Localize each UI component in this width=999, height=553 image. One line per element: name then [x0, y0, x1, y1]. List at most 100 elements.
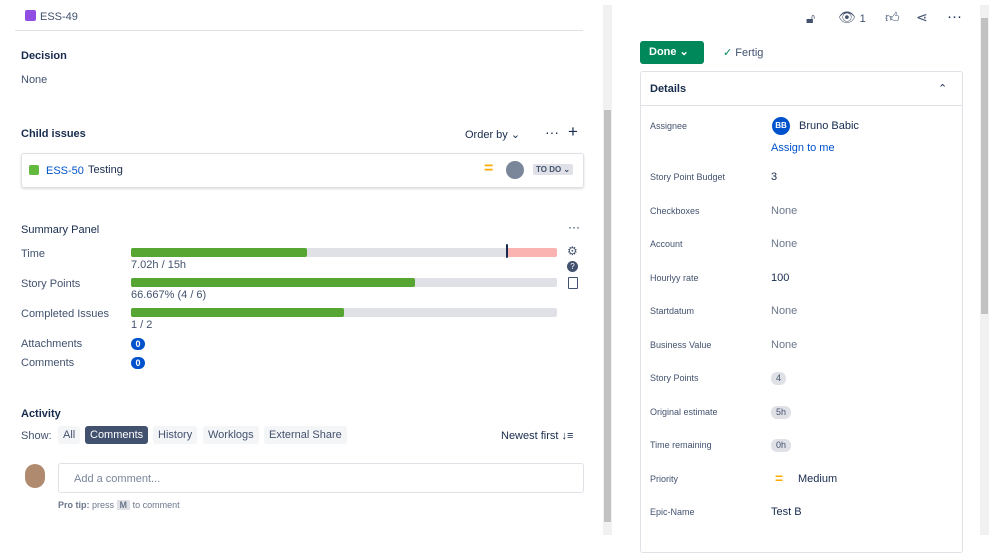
progress-fill: [131, 308, 344, 317]
lock-icon[interactable]: 🔓︎: [806, 10, 816, 26]
avatar: [506, 161, 524, 179]
progress-bar: [131, 244, 557, 258]
pro-tip: Pro tip: press M to comment: [58, 500, 180, 510]
field-value[interactable]: None: [771, 238, 798, 250]
field-value[interactable]: Test B: [771, 506, 802, 518]
field-value[interactable]: None: [21, 74, 48, 86]
section-title: Child issues: [21, 128, 86, 140]
row-value: 1 / 2: [131, 319, 153, 331]
status-button[interactable]: Done ⌄: [640, 41, 704, 64]
field-label: Assignee: [650, 121, 688, 131]
progress-overflow: [507, 248, 557, 257]
field-label: Startdatum: [650, 306, 695, 316]
issue-key[interactable]: ESS-49: [40, 11, 78, 23]
watch-count: 1: [859, 13, 866, 25]
filter-button[interactable]: Worklogs: [203, 426, 259, 444]
more-button[interactable]: ···: [568, 220, 580, 234]
story-icon: [29, 165, 39, 175]
pro-tip-text: press: [92, 500, 115, 510]
pro-tip-label: Pro tip:: [58, 500, 90, 510]
resolution-text: Fertig: [735, 47, 764, 59]
divider: [15, 30, 583, 31]
clipboard-icon[interactable]: [568, 277, 578, 289]
field-value[interactable]: None: [771, 338, 798, 351]
field-label: Business Value: [650, 339, 712, 350]
field-label: Time remaining: [650, 440, 712, 450]
show-label: Show:: [21, 430, 52, 442]
row-value: 7.02h / 15h: [131, 259, 187, 271]
row-label: Completed Issues: [21, 308, 110, 320]
epic-icon: [25, 10, 36, 21]
status-button-text: Done: [649, 46, 677, 58]
collapse-icon[interactable]: ⌃: [938, 83, 948, 95]
more-button[interactable]: ···: [545, 124, 559, 140]
progress-fill: [131, 248, 307, 257]
row-value: 66.667% (4 / 6): [131, 289, 207, 301]
assignee-avatar: BB: [772, 117, 790, 135]
field-label: Story Point Budget: [650, 172, 726, 182]
assignee-name[interactable]: Bruno Babic: [799, 120, 859, 132]
filter-button[interactable]: External Share: [264, 426, 347, 444]
add-button[interactable]: +: [568, 122, 578, 141]
help-icon[interactable]: ?: [567, 261, 578, 272]
field-label: Account: [650, 239, 683, 249]
status-text: TO DO: [536, 165, 562, 174]
field-lozenge[interactable]: 4: [771, 372, 787, 385]
child-summary[interactable]: Testing: [88, 164, 123, 176]
resolution: ✓ Fertig: [723, 46, 763, 59]
progress-bar: [131, 278, 557, 287]
field-value[interactable]: None: [771, 305, 798, 317]
field-value[interactable]: Medium: [798, 472, 838, 485]
count-badge: 0: [131, 338, 145, 350]
status-lozenge[interactable]: TO DO ⌄: [533, 164, 574, 175]
field-label: Epic-Name: [650, 507, 695, 517]
check-icon: ✓: [723, 47, 733, 59]
row-label: Story Points: [21, 278, 81, 290]
field-lozenge[interactable]: 5h: [771, 405, 792, 419]
divider: [641, 105, 962, 106]
scrollbar-thumb[interactable]: [981, 18, 988, 314]
order-by[interactable]: Order by ⌄: [465, 129, 521, 141]
child-card[interactable]: [21, 153, 584, 188]
row-label: Attachments: [21, 338, 83, 350]
filter-button[interactable]: Comments: [85, 426, 149, 444]
row-label: Time: [21, 248, 46, 260]
priority-icon: =: [775, 469, 784, 486]
progress-fill: [131, 278, 415, 287]
field-label: Decision: [21, 50, 67, 62]
assign-to-me[interactable]: Assign to me: [771, 142, 835, 154]
child-key[interactable]: ESS-50: [46, 165, 84, 177]
section-title: Summary Panel: [21, 224, 100, 236]
shortcut-key: M: [116, 500, 131, 510]
comment-input[interactable]: Add a comment...: [58, 463, 584, 493]
watch-button[interactable]: 👁︎ 1: [838, 9, 866, 25]
page: ESS-49 Decision None Child issues Order …: [15, 5, 989, 553]
sort-toggle[interactable]: Newest first ↓≡: [501, 430, 574, 442]
row-label: Comments: [21, 357, 75, 369]
filter-button[interactable]: History: [153, 426, 198, 444]
scrollbar-thumb[interactable]: [604, 110, 611, 522]
placeholder: Add a comment...: [74, 473, 161, 485]
settings-icon[interactable]: ⚙: [567, 244, 578, 258]
more-button[interactable]: ···: [947, 8, 962, 25]
field-label: Story Points: [650, 373, 699, 383]
user-avatar: [25, 464, 45, 488]
like-button[interactable]: 👍︎: [885, 9, 900, 25]
field-lozenge[interactable]: 0h: [771, 439, 792, 452]
filter-button[interactable]: All: [58, 426, 81, 444]
field-label: Checkboxes: [650, 205, 700, 216]
field-value[interactable]: 100: [771, 271, 790, 284]
details-title: Details: [650, 83, 687, 95]
field-value[interactable]: None: [771, 204, 798, 217]
pro-tip-end: to comment: [132, 500, 180, 510]
count-badge: 0: [131, 357, 145, 369]
progress-bar: [131, 308, 557, 317]
field-label: Original estimate: [650, 406, 718, 417]
share-button[interactable]: ⋖: [916, 9, 928, 25]
section-title: Activity: [21, 408, 61, 420]
progress-marker: [506, 244, 508, 258]
priority-icon: =: [484, 160, 494, 177]
field-label: Priority: [650, 473, 679, 484]
field-value[interactable]: 3: [771, 171, 778, 183]
sort-label: Newest first: [501, 430, 559, 442]
